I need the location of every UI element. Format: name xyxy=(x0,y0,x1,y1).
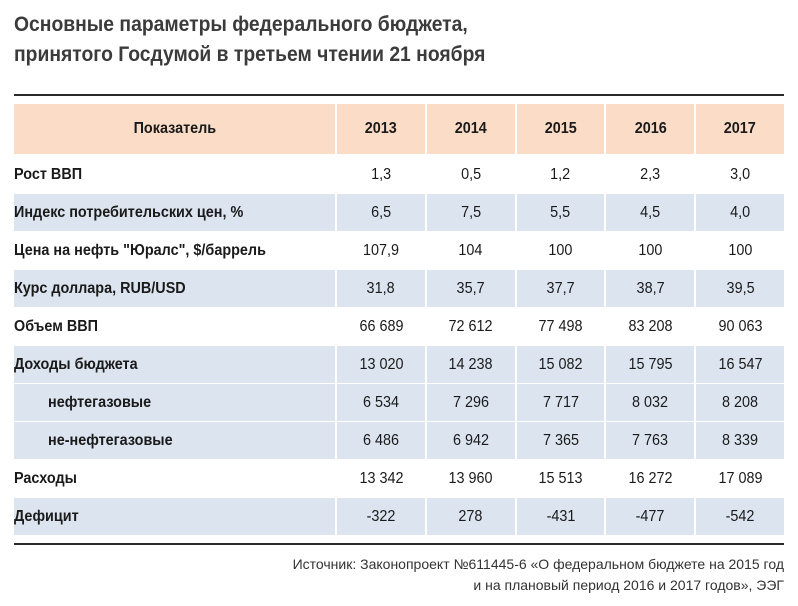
table-cell: 5,5 xyxy=(514,194,605,232)
row-label: Курс доллара, RUB/USD xyxy=(14,270,336,308)
table-cell: 17 089 xyxy=(694,460,784,498)
header-year-2013: 2013 xyxy=(335,104,425,156)
table-row-deficit: Дефицит -322 278 -431 -477 -542 xyxy=(14,498,784,536)
table-header-row: Показатель 2013 2014 2015 2016 2017 xyxy=(14,104,784,156)
table-cell: 4,0 xyxy=(694,194,784,232)
header-year-2015: 2015 xyxy=(514,104,605,156)
table-cell: 7,5 xyxy=(424,194,515,232)
table-cell: 15 795 xyxy=(604,346,695,384)
row-label: Дефицит xyxy=(14,498,336,536)
bottom-divider xyxy=(14,543,784,545)
table-cell: 100 xyxy=(694,232,784,270)
table-row-oil-gas-revenue: нефтегазовые 6 534 7 296 7 717 8 032 8 2… xyxy=(14,384,784,422)
table-cell: 4,5 xyxy=(604,194,695,232)
table-cell: 3,0 xyxy=(694,156,784,194)
table-cell: 13 020 xyxy=(335,346,425,384)
header-year-2016: 2016 xyxy=(604,104,695,156)
table-cell: 6,5 xyxy=(335,194,425,232)
source-note: Источник: Законопроект №611445-6 «О феде… xyxy=(293,554,784,596)
table-cell: 278 xyxy=(424,498,515,536)
table-cell: 31,8 xyxy=(335,270,425,308)
table-cell: 66 689 xyxy=(335,308,425,346)
table-row-expenses: Расходы 13 342 13 960 15 513 16 272 17 0… xyxy=(14,460,784,498)
row-label: Цена на нефть "Юралс", $/баррель xyxy=(14,232,336,270)
table-cell: 1,2 xyxy=(514,156,605,194)
table-row-gdp-growth: Рост ВВП 1,3 0,5 1,2 2,3 3,0 xyxy=(14,156,784,194)
table-cell: 104 xyxy=(424,232,515,270)
title-line-1: Основные параметры федерального бюджета, xyxy=(14,13,468,36)
table-cell: 7 763 xyxy=(604,422,695,460)
table-cell: -322 xyxy=(335,498,425,536)
table-cell: 8 339 xyxy=(694,422,784,460)
row-label: Индекс потребительских цен, % xyxy=(14,194,336,232)
row-label: Доходы бюджета xyxy=(14,346,336,384)
table-cell: 14 238 xyxy=(424,346,515,384)
table-cell: 1,3 xyxy=(335,156,425,194)
row-label: Объем ВВП xyxy=(14,308,336,346)
table-cell: 35,7 xyxy=(424,270,515,308)
table-cell: 13 342 xyxy=(335,460,425,498)
table-cell: 90 063 xyxy=(694,308,784,346)
table-cell: 2,3 xyxy=(604,156,695,194)
table-cell: 39,5 xyxy=(694,270,784,308)
row-label: Рост ВВП xyxy=(14,156,336,194)
document-title: Основные параметры федерального бюджета,… xyxy=(14,10,485,70)
table-cell: 107,9 xyxy=(335,232,425,270)
table-cell: 16 547 xyxy=(694,346,784,384)
table-row-budget-revenue: Доходы бюджета 13 020 14 238 15 082 15 7… xyxy=(14,346,784,384)
table-cell: 6 486 xyxy=(335,422,425,460)
table-cell: 8 208 xyxy=(694,384,784,422)
table-cell: 13 960 xyxy=(424,460,515,498)
table-cell: 72 612 xyxy=(424,308,515,346)
header-year-2014: 2014 xyxy=(424,104,515,156)
top-divider xyxy=(14,94,784,96)
header-year-2017: 2017 xyxy=(694,104,784,156)
table-row-gdp-volume: Объем ВВП 66 689 72 612 77 498 83 208 90… xyxy=(14,308,784,346)
header-label-column: Показатель xyxy=(14,104,336,156)
table-cell: 83 208 xyxy=(604,308,695,346)
row-label: нефтегазовые xyxy=(14,384,336,422)
table-cell: 100 xyxy=(604,232,695,270)
row-label: не-нефтегазовые xyxy=(14,422,336,460)
source-line-1: Источник: Законопроект №611445-6 «О феде… xyxy=(292,556,784,572)
table-cell: 16 272 xyxy=(604,460,695,498)
table-cell: 7 296 xyxy=(424,384,515,422)
table-cell: 37,7 xyxy=(514,270,605,308)
table-cell: 15 513 xyxy=(514,460,605,498)
budget-table: Показатель 2013 2014 2015 2016 2017 Рост… xyxy=(14,104,784,536)
table-cell: 6 534 xyxy=(335,384,425,422)
table-cell: 6 942 xyxy=(424,422,515,460)
table-row-oil-price: Цена на нефть "Юралс", $/баррель 107,9 1… xyxy=(14,232,784,270)
row-label: Расходы xyxy=(14,460,336,498)
table-cell: -477 xyxy=(604,498,695,536)
table-cell: 77 498 xyxy=(514,308,605,346)
source-line-2: и на плановый период 2016 и 2017 годов»,… xyxy=(473,577,784,593)
title-line-2: принятого Госдумой в третьем чтении 21 н… xyxy=(14,43,486,66)
table-cell: 8 032 xyxy=(604,384,695,422)
table-cell: 7 365 xyxy=(514,422,605,460)
table-cell: 100 xyxy=(514,232,605,270)
table-cell: 0,5 xyxy=(424,156,515,194)
table-row-exchange-rate: Курс доллара, RUB/USD 31,8 35,7 37,7 38,… xyxy=(14,270,784,308)
table-cell: -431 xyxy=(514,498,605,536)
table-cell: 38,7 xyxy=(604,270,695,308)
table-row-cpi: Индекс потребительских цен, % 6,5 7,5 5,… xyxy=(14,194,784,232)
table-cell: 15 082 xyxy=(514,346,605,384)
table-cell: 7 717 xyxy=(514,384,605,422)
table-cell: -542 xyxy=(694,498,784,536)
table-row-non-oil-gas-revenue: не-нефтегазовые 6 486 6 942 7 365 7 763 … xyxy=(14,422,784,460)
